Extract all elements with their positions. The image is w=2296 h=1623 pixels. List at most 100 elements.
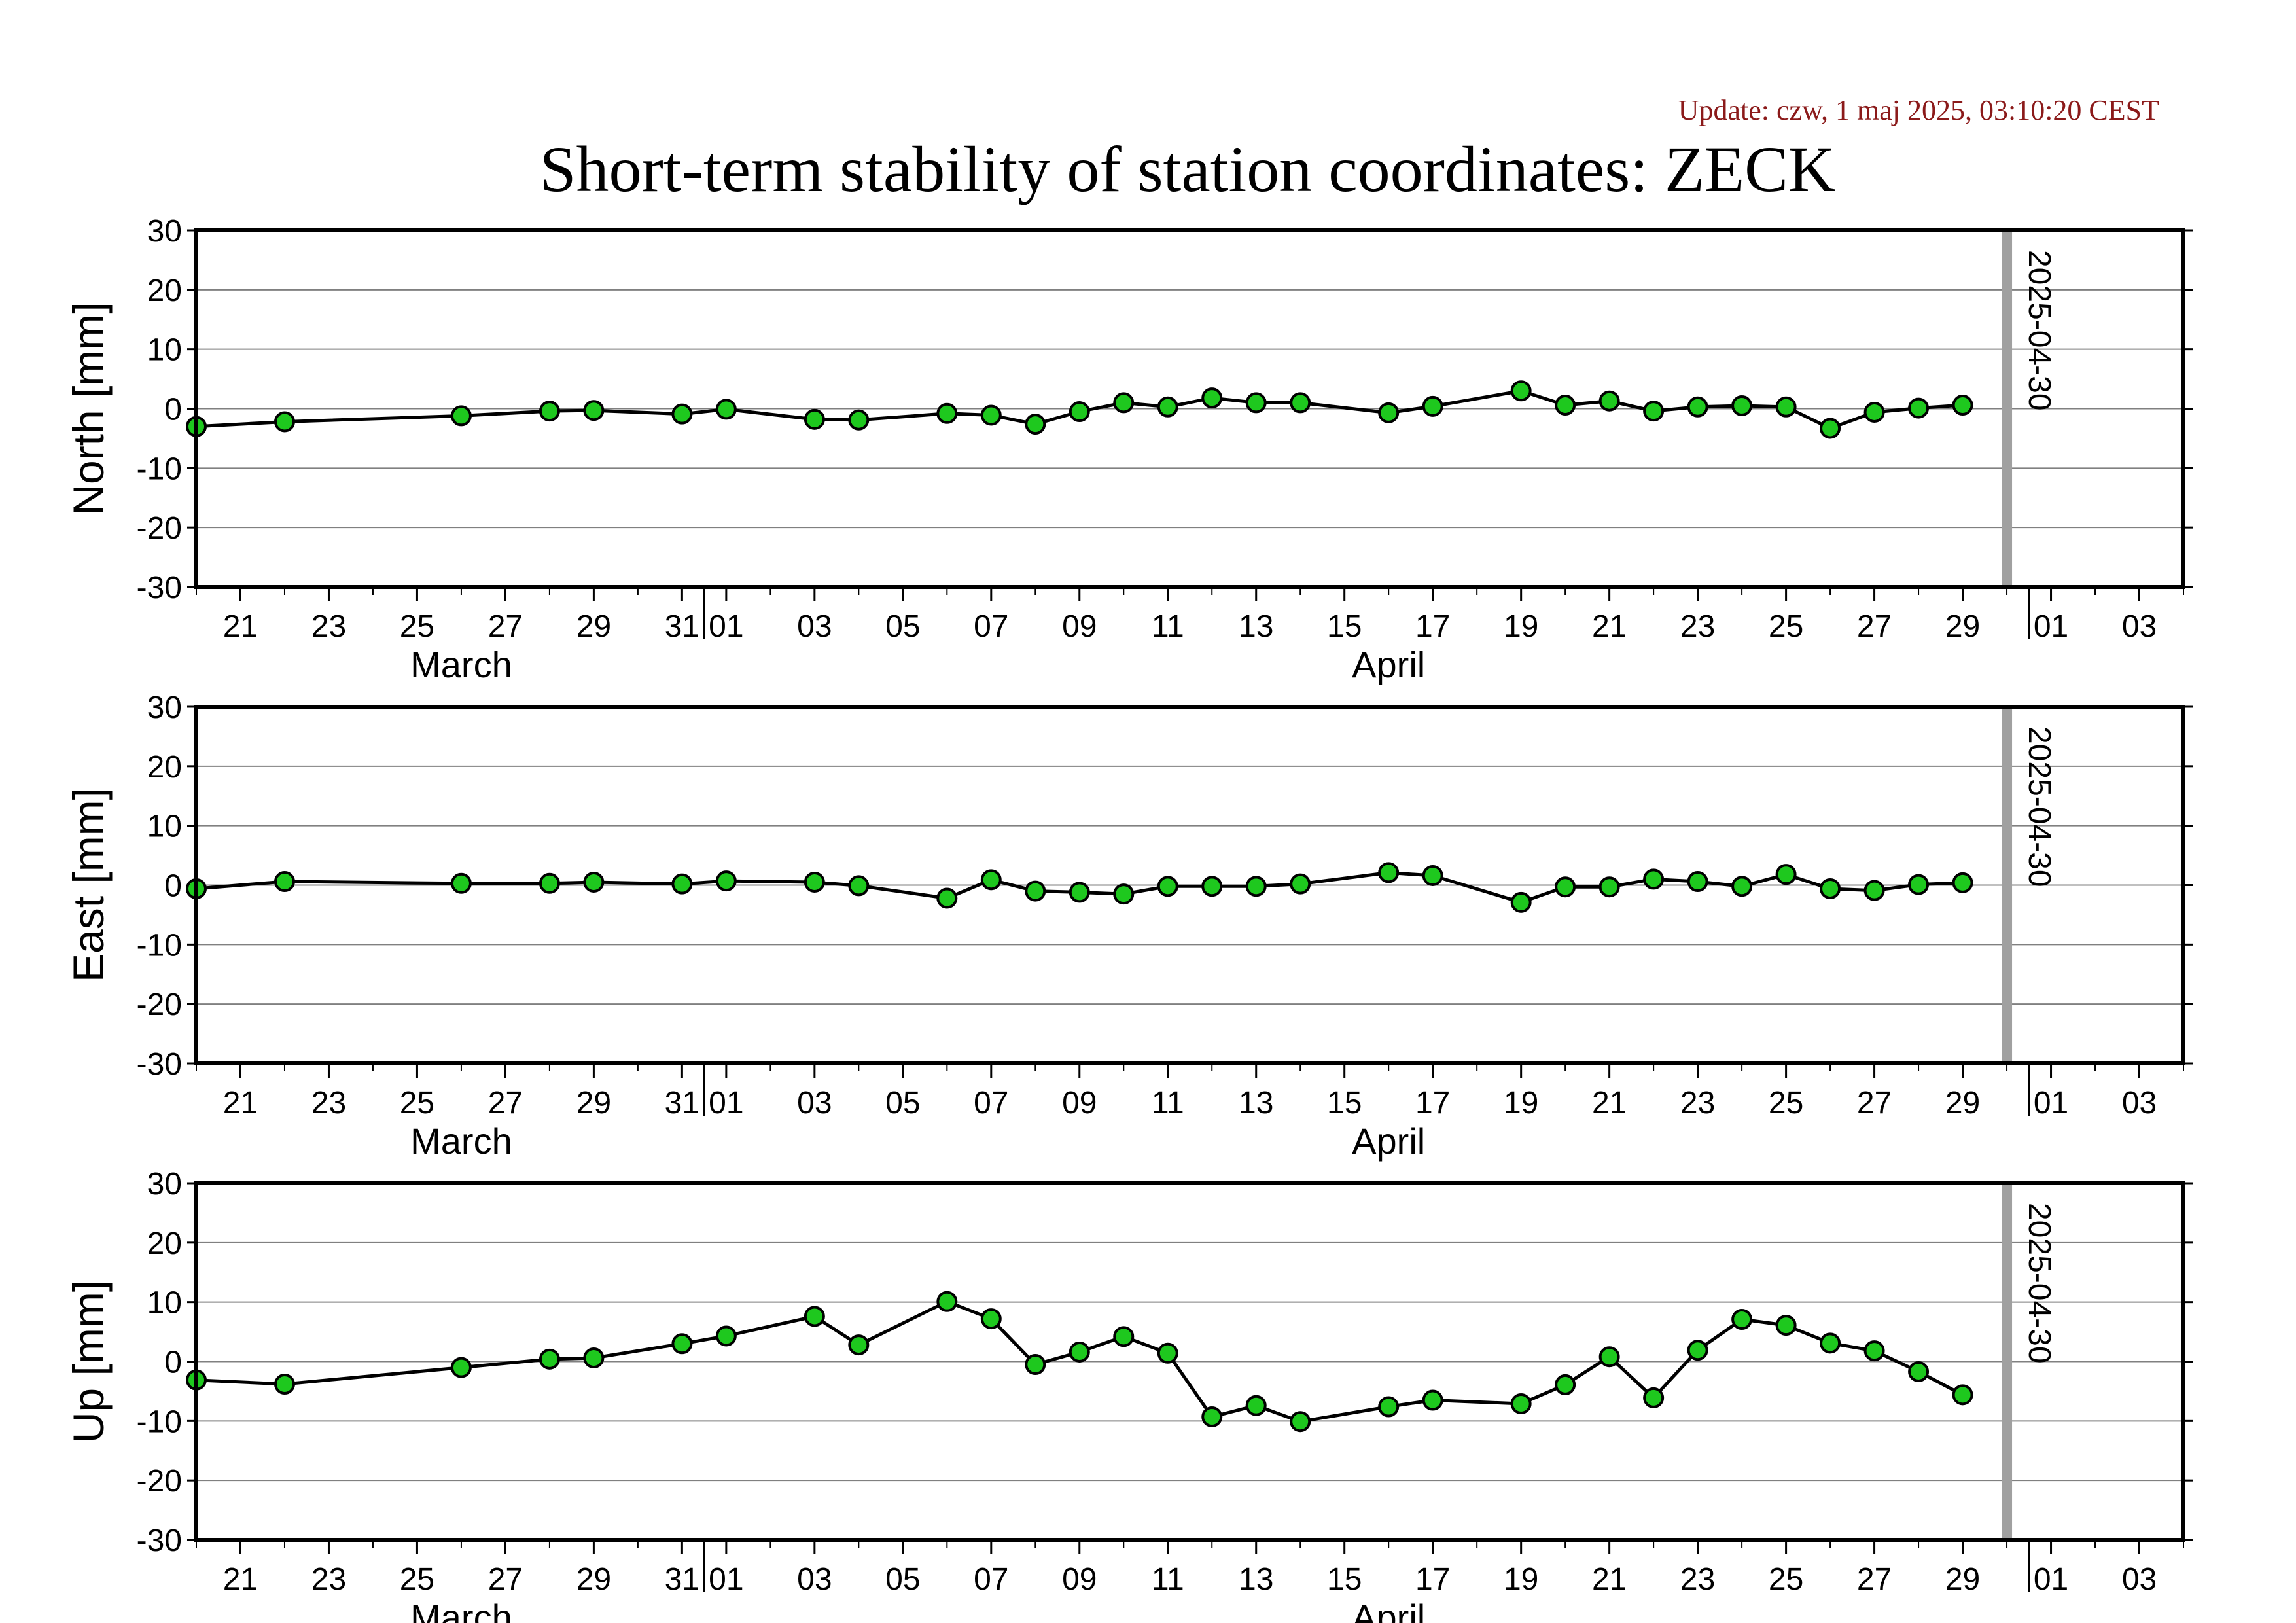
data-point xyxy=(848,409,870,431)
y-axis-label: Up [mm] xyxy=(64,1280,113,1443)
data-point xyxy=(804,1306,825,1327)
y-tick-label: -30 xyxy=(137,1524,182,1558)
plot-frame xyxy=(194,705,2185,1065)
data-point xyxy=(1863,401,1885,423)
y-tick-label: -30 xyxy=(137,571,182,605)
date-marker-label: 2025-04-30 xyxy=(2022,1203,2057,1364)
data-point xyxy=(1908,1361,1930,1382)
data-point xyxy=(1510,891,1532,913)
data-point xyxy=(1820,878,1841,899)
x-tick-label: 19 xyxy=(1504,609,1538,644)
x-tick-label: 13 xyxy=(1239,1086,1273,1120)
x-tick-label: 29 xyxy=(1945,1562,1980,1597)
month-label: March xyxy=(410,1120,512,1162)
data-point xyxy=(848,875,870,897)
y-tick-label: 10 xyxy=(147,1286,182,1321)
data-point xyxy=(1731,395,1753,416)
data-point xyxy=(1157,1342,1178,1364)
data-point xyxy=(1201,876,1223,897)
x-tick-label: 21 xyxy=(223,1086,258,1120)
data-point xyxy=(1908,397,1930,419)
y-tick-label: 20 xyxy=(147,274,182,308)
x-tick-label: 23 xyxy=(1680,609,1715,644)
data-point xyxy=(450,872,472,894)
data-point xyxy=(1510,1393,1532,1414)
data-point xyxy=(1025,1354,1046,1376)
data-point xyxy=(1157,876,1178,897)
x-tick-label: 21 xyxy=(1592,1562,1627,1597)
data-point xyxy=(1775,864,1797,885)
data-point xyxy=(1643,401,1665,422)
date-marker-label: 2025-04-30 xyxy=(2022,250,2057,411)
data-point xyxy=(1025,880,1046,902)
x-tick-label: 03 xyxy=(2122,1562,2157,1597)
data-point xyxy=(1952,1384,1973,1406)
x-tick-label: 01 xyxy=(2034,609,2068,644)
data-point xyxy=(1201,387,1223,409)
y-tick-label: -20 xyxy=(137,988,182,1022)
x-tick-label: 29 xyxy=(576,1086,611,1120)
y-tick-label: -10 xyxy=(137,452,182,486)
data-point xyxy=(1775,396,1797,418)
y-tick-label: 30 xyxy=(147,1167,182,1202)
x-tick-label: 07 xyxy=(974,609,1008,644)
data-point xyxy=(1643,1387,1665,1408)
data-point xyxy=(1731,1309,1753,1330)
data-point xyxy=(1687,396,1708,418)
x-tick-label: 07 xyxy=(974,1562,1008,1597)
data-point xyxy=(583,1347,605,1369)
data-point xyxy=(804,408,825,430)
x-tick-label: 09 xyxy=(1062,1086,1097,1120)
data-point xyxy=(1598,1346,1620,1368)
data-point xyxy=(1113,392,1135,414)
data-point xyxy=(1555,876,1576,898)
data-point xyxy=(1290,392,1311,414)
data-point xyxy=(1290,873,1311,895)
plot-frame xyxy=(194,228,2185,589)
x-tick-label: 05 xyxy=(885,1086,920,1120)
x-tick-label: 25 xyxy=(400,1562,434,1597)
x-tick-label: 23 xyxy=(311,1562,346,1597)
x-tick-label: 01 xyxy=(2034,1562,2068,1597)
x-tick-label: 19 xyxy=(1504,1086,1538,1120)
x-tick-label: 09 xyxy=(1062,609,1097,644)
month-label: March xyxy=(410,644,512,685)
x-tick-label: 03 xyxy=(2122,609,2157,644)
data-point xyxy=(671,873,693,895)
x-tick-label: 23 xyxy=(311,1086,346,1120)
x-tick-label: 27 xyxy=(488,1562,523,1597)
x-tick-label: 25 xyxy=(1769,1562,1803,1597)
data-point xyxy=(848,1334,870,1356)
data-point xyxy=(1643,868,1665,890)
y-tick-label: 0 xyxy=(164,1346,182,1380)
x-tick-label: 03 xyxy=(797,1086,832,1120)
x-tick-label: 29 xyxy=(1945,1086,1980,1120)
y-axis-label: East [mm] xyxy=(64,788,113,982)
month-label: April xyxy=(1352,1597,1425,1623)
y-tick-label: 10 xyxy=(147,810,182,844)
data-point xyxy=(1157,396,1178,418)
month-label: March xyxy=(410,1597,512,1623)
data-point xyxy=(1113,883,1135,905)
data-point xyxy=(671,403,693,425)
x-tick-label: 01 xyxy=(709,1086,743,1120)
data-point xyxy=(1863,880,1885,901)
data-point xyxy=(274,411,295,433)
data-point xyxy=(715,870,737,892)
data-point xyxy=(274,1374,295,1395)
x-tick-label: 25 xyxy=(400,1086,434,1120)
data-point xyxy=(1863,1340,1885,1362)
data-point xyxy=(1510,380,1532,402)
data-point xyxy=(1687,871,1708,893)
y-tick-label: 0 xyxy=(164,393,182,427)
x-tick-label: 01 xyxy=(709,1562,743,1597)
y-tick-label: -10 xyxy=(137,1404,182,1439)
data-point xyxy=(1820,418,1841,439)
x-tick-label: 23 xyxy=(1680,1086,1715,1120)
y-tick-label: 0 xyxy=(164,869,182,904)
y-tick-label: -20 xyxy=(137,1464,182,1499)
data-point xyxy=(1952,872,1973,893)
